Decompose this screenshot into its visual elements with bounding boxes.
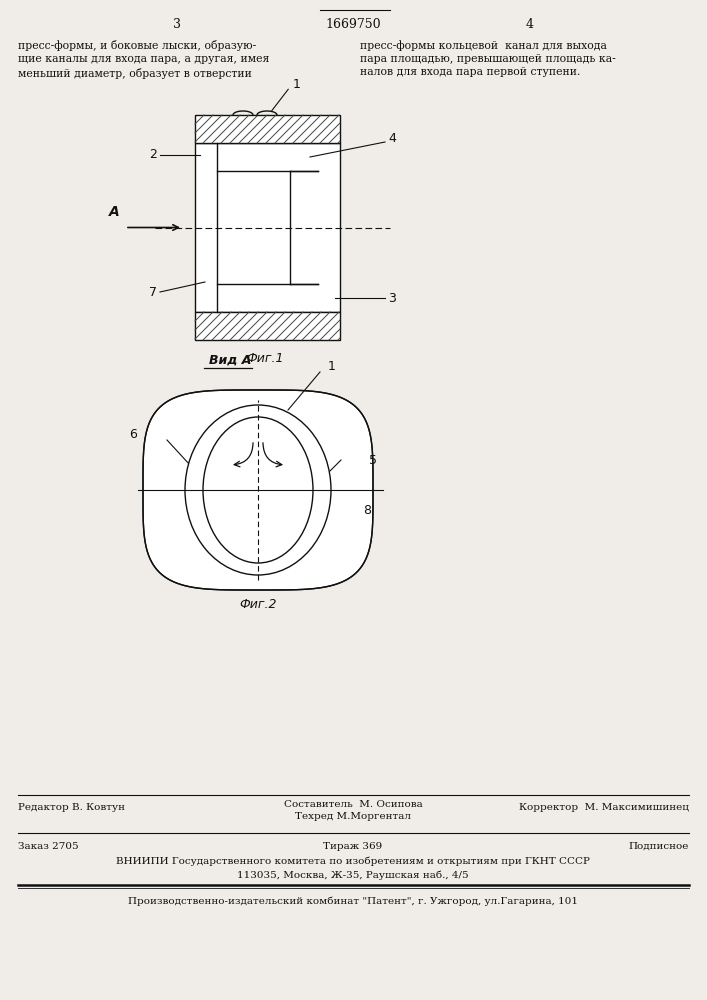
Text: Вид А: Вид А — [211, 354, 249, 367]
Text: 113035, Москва, Ж-35, Раушская наб., 4/5: 113035, Москва, Ж-35, Раушская наб., 4/5 — [237, 871, 469, 880]
Text: 3: 3 — [388, 292, 396, 304]
Text: 1: 1 — [328, 360, 336, 373]
Text: 5: 5 — [369, 454, 377, 466]
Text: Составитель  М. Осипова
Техред М.Моргентал: Составитель М. Осипова Техред М.Моргента… — [284, 800, 422, 821]
Ellipse shape — [185, 405, 331, 575]
Text: Подписное: Подписное — [629, 842, 689, 851]
Text: Корректор  М. Максимишинец: Корректор М. Максимишинец — [519, 803, 689, 812]
Text: 3: 3 — [173, 18, 181, 31]
Text: 2: 2 — [149, 148, 157, 161]
Bar — [195, 143, 340, 312]
Text: 4: 4 — [388, 132, 396, 145]
Text: Фиг.1: Фиг.1 — [246, 352, 284, 364]
Text: 6: 6 — [129, 428, 137, 442]
Text: Редактор В. Ковтун: Редактор В. Ковтун — [18, 803, 125, 812]
Text: Тираж 369: Тираж 369 — [323, 842, 382, 851]
Text: Заказ 2705: Заказ 2705 — [18, 842, 78, 851]
Text: А: А — [110, 206, 120, 220]
Text: Фиг.2: Фиг.2 — [239, 598, 276, 611]
Polygon shape — [143, 390, 373, 590]
Text: пресс-формы кольцевой  канал для выхода
пара площадью, превышающей площадь ка-
н: пресс-формы кольцевой канал для выхода п… — [360, 40, 616, 77]
Text: Производственно-издательский комбинат "Патент", г. Ужгород, ул.Гагарина, 101: Производственно-издательский комбинат "П… — [128, 897, 578, 906]
Text: ВНИИПИ Государственного комитета по изобретениям и открытиям при ГКНТ СССР: ВНИИПИ Государственного комитета по изоб… — [116, 857, 590, 866]
Ellipse shape — [203, 417, 313, 563]
Text: 8: 8 — [363, 504, 371, 516]
Text: 1669750: 1669750 — [325, 18, 381, 31]
Text: Вид А: Вид А — [209, 354, 251, 367]
Bar — [195, 115, 340, 143]
Text: 7: 7 — [149, 286, 157, 298]
Text: пресс-формы, и боковые лыски, образую-
щие каналы для входа пара, а другая, имея: пресс-формы, и боковые лыски, образую- щ… — [18, 40, 269, 79]
Text: 4: 4 — [526, 18, 534, 31]
Bar — [195, 312, 340, 340]
Text: 1: 1 — [293, 79, 301, 92]
